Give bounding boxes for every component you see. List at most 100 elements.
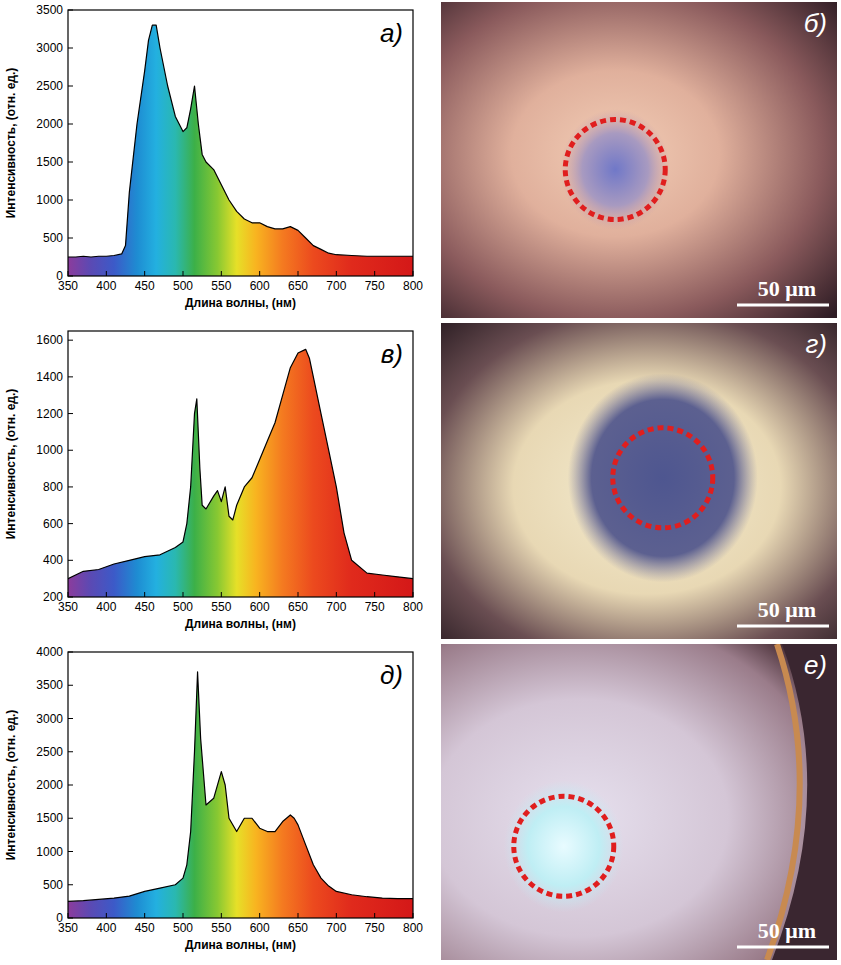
x-tick	[374, 592, 375, 597]
y-tick	[68, 48, 73, 49]
x-tick	[144, 592, 145, 597]
x-tick	[374, 271, 375, 276]
y-tick-label: 0	[56, 911, 63, 925]
scale-bar-label: 50 μm	[758, 918, 816, 943]
x-tick-label: 800	[403, 600, 423, 614]
x-tick	[68, 271, 69, 276]
y-axis-title: Интенсивность, (отн. ед.)	[4, 710, 18, 861]
x-tick	[374, 913, 375, 918]
data-group	[68, 672, 413, 918]
y-axis-title: Интенсивность, (отн. ед.)	[4, 68, 18, 219]
scale-bar	[737, 625, 829, 628]
y-tick	[68, 276, 73, 277]
x-tick	[144, 271, 145, 276]
y-tick-label: 3000	[36, 41, 63, 55]
photo-dark-region	[772, 644, 837, 960]
y-tick-label: 400	[43, 553, 63, 567]
x-tick-label: 750	[365, 921, 385, 935]
spectrum-panel: 3504004505005506006507007508002004006008…	[4, 331, 423, 631]
highlight-circle	[613, 428, 713, 528]
x-tick-label: 450	[135, 921, 155, 935]
scale-bar-label: 50 μm	[758, 276, 816, 301]
panel-letter: е)	[804, 650, 827, 680]
y-tick	[68, 597, 73, 598]
spectrum-line	[68, 349, 413, 578]
panel-letter: б)	[804, 8, 827, 38]
x-tick	[183, 592, 184, 597]
photo-panel: 50 μmг)	[441, 323, 837, 639]
y-tick	[68, 685, 73, 686]
x-tick	[259, 913, 260, 918]
y-tick	[68, 200, 73, 201]
spectrum-panel: 3504004505005506006507007508000500100015…	[4, 3, 423, 310]
y-tick	[68, 884, 73, 885]
y-tick	[68, 851, 73, 852]
x-tick-label: 800	[403, 279, 423, 293]
data-group	[68, 25, 413, 276]
y-tick	[68, 86, 73, 87]
scale-bar	[737, 946, 829, 949]
x-tick-label: 550	[211, 600, 231, 614]
x-tick	[106, 271, 107, 276]
y-tick	[68, 162, 73, 163]
x-tick-label: 600	[250, 279, 270, 293]
y-tick	[68, 751, 73, 752]
x-tick-label: 650	[288, 921, 308, 935]
y-tick	[68, 785, 73, 786]
x-tick	[413, 271, 414, 276]
photo-spot	[560, 109, 670, 230]
panel-letter: г)	[806, 329, 827, 359]
photo-background	[441, 323, 837, 639]
figure: 3504004505005506006507007508000500100015…	[0, 0, 841, 965]
y-tick	[68, 238, 73, 239]
x-tick-label: 700	[326, 600, 346, 614]
photo	[441, 644, 837, 960]
panel-letter: д)	[380, 660, 403, 690]
x-tick-label: 400	[96, 600, 116, 614]
x-tick-label: 500	[173, 921, 193, 935]
x-tick-label: 750	[365, 279, 385, 293]
spectrum-area	[68, 349, 413, 597]
y-tick-label: 3500	[36, 678, 63, 692]
x-tick-label: 600	[250, 600, 270, 614]
x-tick	[298, 592, 299, 597]
x-tick-label: 800	[403, 921, 423, 935]
y-tick	[68, 652, 73, 653]
x-axis-title: Длина волны, (нм)	[185, 617, 296, 631]
highlight-circle	[565, 119, 665, 219]
x-tick-label: 650	[288, 279, 308, 293]
y-axis-title: Интенсивность, (отн. ед.)	[4, 389, 18, 540]
x-tick-label: 650	[288, 600, 308, 614]
spectrum-area	[68, 672, 413, 918]
y-tick	[68, 818, 73, 819]
x-tick	[68, 592, 69, 597]
x-tick-label: 700	[326, 921, 346, 935]
x-tick	[336, 271, 337, 276]
x-tick	[106, 913, 107, 918]
x-tick	[68, 913, 69, 918]
y-tick	[68, 124, 73, 125]
plot-frame	[68, 331, 413, 597]
y-tick-label: 2000	[36, 778, 63, 792]
photo-background	[441, 644, 837, 960]
x-tick	[259, 271, 260, 276]
y-tick-label: 1000	[36, 193, 63, 207]
x-tick	[221, 913, 222, 918]
photo-spot	[504, 780, 624, 912]
x-tick-label: 600	[250, 921, 270, 935]
x-tick-label: 400	[96, 921, 116, 935]
y-tick	[68, 413, 73, 414]
y-tick-label: 2500	[36, 79, 63, 93]
photo-background	[441, 2, 837, 318]
y-tick-label: 1500	[36, 155, 63, 169]
plot-frame	[68, 652, 413, 918]
x-tick-label: 450	[135, 600, 155, 614]
spectrum-line	[68, 25, 413, 257]
y-tick-label: 800	[43, 480, 63, 494]
highlight-circle	[514, 796, 614, 896]
x-tick	[183, 271, 184, 276]
y-tick	[68, 450, 73, 451]
y-tick-label: 600	[43, 517, 63, 531]
y-tick-label: 2500	[36, 745, 63, 759]
y-tick-label: 0	[56, 269, 63, 283]
